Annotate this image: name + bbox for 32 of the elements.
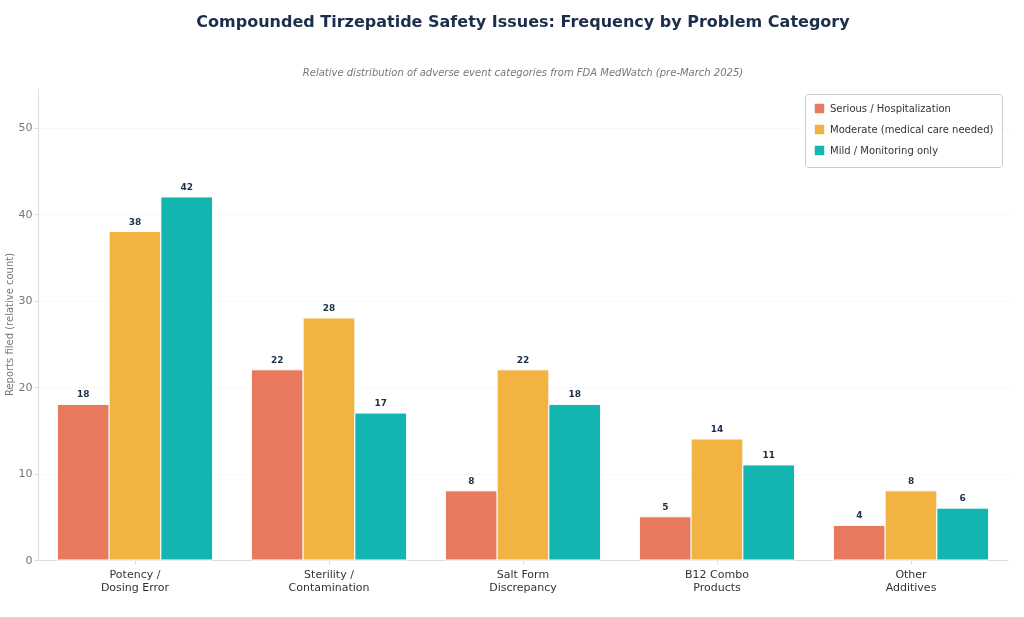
data-label: 18 <box>568 389 581 400</box>
x-tick-label: Sterility / Contamination <box>288 567 370 594</box>
data-label: 8 <box>468 475 475 486</box>
x-tick-label: Potency / Dosing Error <box>100 567 170 594</box>
data-label: 28 <box>322 302 336 313</box>
legend-label: Mild / Monitoring only <box>830 144 939 156</box>
legend-label: Serious / Hospitalization <box>830 102 951 114</box>
y-tick-label: 0 <box>25 553 33 567</box>
data-label: 18 <box>77 389 90 400</box>
data-label: 22 <box>271 354 284 365</box>
legend-label: Moderate (medical care needed) <box>830 123 994 135</box>
x-tick-label: Salt Form Discrepancy <box>489 567 558 594</box>
data-label: 42 <box>180 181 193 192</box>
data-label: 38 <box>128 216 142 227</box>
data-label: 8 <box>907 475 915 486</box>
data-label: 14 <box>710 423 724 434</box>
data-label: 5 <box>662 501 669 512</box>
data-label: 4 <box>856 510 863 521</box>
y-tick-label: 40 <box>18 207 33 221</box>
data-label: 11 <box>762 449 775 460</box>
chart-title: Compounded Tirzepatide Safety Issues: Frequency by Problem Category <box>196 12 851 31</box>
x-tick-label: Other Additives <box>885 567 937 594</box>
y-tick-label: 10 <box>18 467 33 481</box>
y-tick-label: 30 <box>18 294 33 308</box>
x-tick-label: B12 Combo Products <box>685 567 750 594</box>
y-tick-label: 20 <box>18 380 33 394</box>
y-axis-title: Reports filed (relative count) <box>3 252 15 397</box>
chart-subtitle: Relative distribution of adverse event categories from FDA MedWatch (pre-March 2025) <box>302 67 744 78</box>
data-label: 6 <box>959 493 966 504</box>
data-label: 17 <box>374 398 387 409</box>
data-label: 22 <box>516 354 530 365</box>
y-tick-label: 50 <box>18 121 33 135</box>
